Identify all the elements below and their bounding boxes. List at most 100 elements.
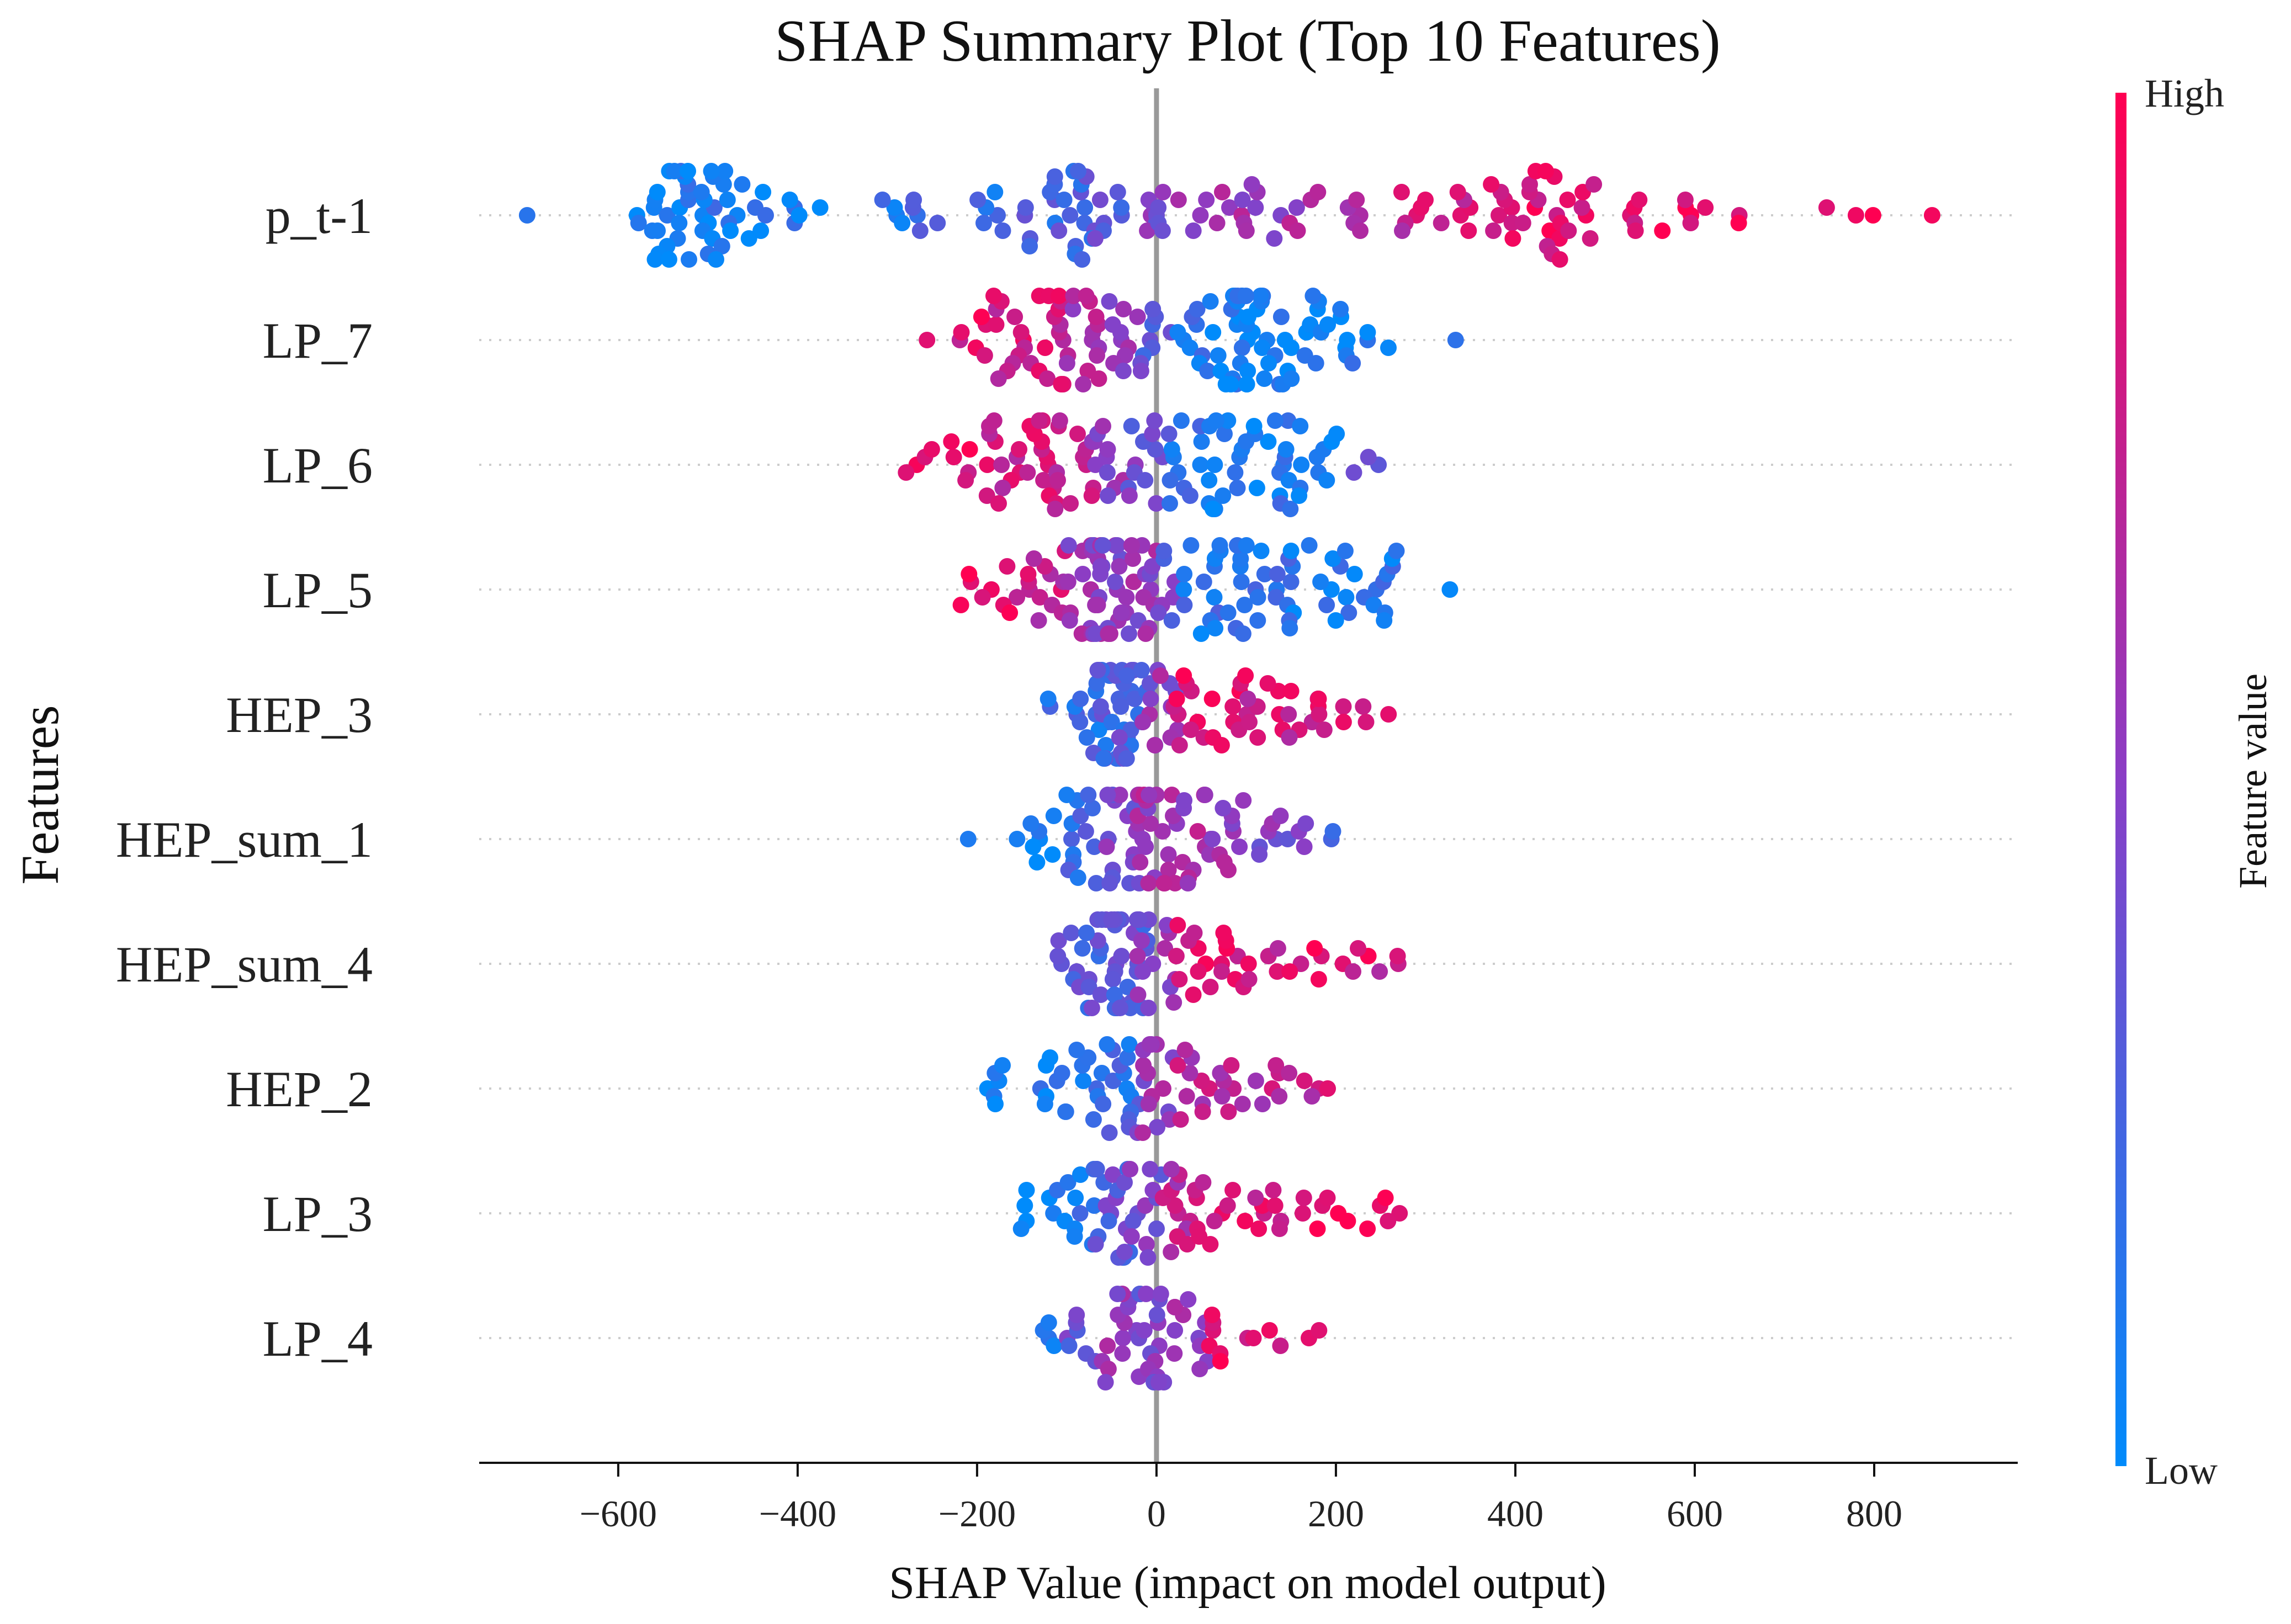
shap-point (1162, 495, 1178, 512)
shap-point (1193, 433, 1210, 450)
shap-point (1116, 1174, 1133, 1191)
shap-point (1189, 301, 1206, 317)
x-axis-label: SHAP Value (impact on model output) (889, 1557, 1606, 1609)
shap-point (630, 215, 647, 231)
shap-point (1301, 537, 1318, 554)
shap-point (961, 441, 978, 458)
shap-point (1355, 698, 1372, 715)
shap-point (1166, 1197, 1184, 1214)
shap-point (1627, 222, 1644, 239)
shap-point (1256, 566, 1273, 582)
shap-point (1207, 620, 1224, 636)
shap-point (1234, 1096, 1251, 1112)
shap-point (1189, 823, 1206, 840)
shap-point (1282, 543, 1300, 559)
shap-point (1097, 1374, 1114, 1391)
shap-point (1088, 625, 1105, 642)
shap-point (1089, 662, 1106, 678)
shap-point (1337, 543, 1354, 559)
x-tick-label: 800 (1846, 1493, 1902, 1535)
row-gridlines (479, 214, 2018, 1339)
shap-point (1150, 199, 1167, 216)
shap-point (1359, 1220, 1376, 1237)
shap-point (1260, 355, 1277, 371)
shap-point (1173, 412, 1190, 429)
shap-point (1097, 737, 1115, 753)
shap-point (923, 441, 940, 458)
shap-point (1075, 1073, 1092, 1089)
shap-point (911, 222, 929, 239)
shap-point (1491, 207, 1507, 224)
shap-point (1074, 566, 1091, 582)
shap-point (1199, 363, 1216, 379)
shap-point (1009, 831, 1026, 847)
shap-point (1237, 1213, 1254, 1229)
shap-point (1080, 787, 1097, 803)
shap-point (1078, 729, 1095, 746)
shap-point (1192, 457, 1209, 473)
shap-point (1118, 750, 1135, 767)
shap-point (1171, 971, 1188, 988)
shap-point (1266, 230, 1283, 247)
shap-point (1202, 1236, 1219, 1253)
shap-point (1135, 1057, 1152, 1074)
shap-point (1217, 376, 1234, 392)
shap-point (1357, 714, 1375, 730)
shap-point (1182, 537, 1200, 554)
feature-label: LP_6 (263, 437, 373, 493)
shap-point (1163, 612, 1180, 629)
shap-point (1249, 589, 1266, 606)
shap-point (1204, 831, 1221, 847)
shap-point (1086, 1197, 1102, 1214)
shap-point (1046, 168, 1063, 185)
shap-point (1109, 184, 1126, 200)
shap-point (1122, 1161, 1139, 1177)
shap-point (1046, 1338, 1063, 1354)
shap-point (1573, 199, 1590, 216)
shap-point (681, 251, 697, 268)
shap-point (1198, 192, 1215, 208)
shap-point (1219, 604, 1237, 621)
shap-point (1207, 412, 1224, 429)
colorbar (2115, 93, 2126, 1466)
shap-point (1085, 1111, 1102, 1128)
shap-point (1240, 971, 1258, 988)
shap-point (646, 251, 664, 268)
shap-point (1269, 940, 1286, 957)
shap-point (1088, 875, 1105, 891)
shap-point (649, 222, 666, 239)
shap-point (1324, 550, 1341, 567)
shap-point (1063, 831, 1080, 847)
shap-point (1847, 207, 1864, 224)
shap-point (1126, 691, 1143, 707)
shap-point (1063, 925, 1080, 941)
shap-point (1069, 869, 1086, 886)
shap-point (1178, 1088, 1195, 1105)
shap-point (1380, 1213, 1397, 1229)
shap-point (1118, 667, 1136, 684)
shap-point (1195, 574, 1212, 590)
shap-point (945, 449, 962, 465)
shap-point (1223, 1057, 1240, 1074)
shap-point (1371, 963, 1388, 980)
shap-point (1682, 215, 1699, 231)
shap-point (1053, 1065, 1070, 1081)
colorbar-label: Feature value (2231, 673, 2275, 889)
shap-point (1103, 911, 1120, 928)
shap-point (1090, 721, 1107, 738)
shap-point (1001, 604, 1019, 621)
shap-point (1233, 574, 1250, 590)
shap-point (953, 324, 970, 341)
shap-point (974, 589, 991, 606)
shap-point (1076, 199, 1094, 216)
shap-point (659, 207, 676, 224)
shap-point (752, 222, 770, 239)
shap-point (1060, 537, 1077, 554)
shap-point (1163, 441, 1180, 458)
shap-point (1123, 1228, 1140, 1245)
shap-point (781, 192, 798, 208)
feature-label: HEP_sum_1 (116, 811, 373, 868)
shap-point (1328, 426, 1345, 442)
shap-point (1654, 222, 1671, 239)
shap-point (1031, 412, 1048, 429)
